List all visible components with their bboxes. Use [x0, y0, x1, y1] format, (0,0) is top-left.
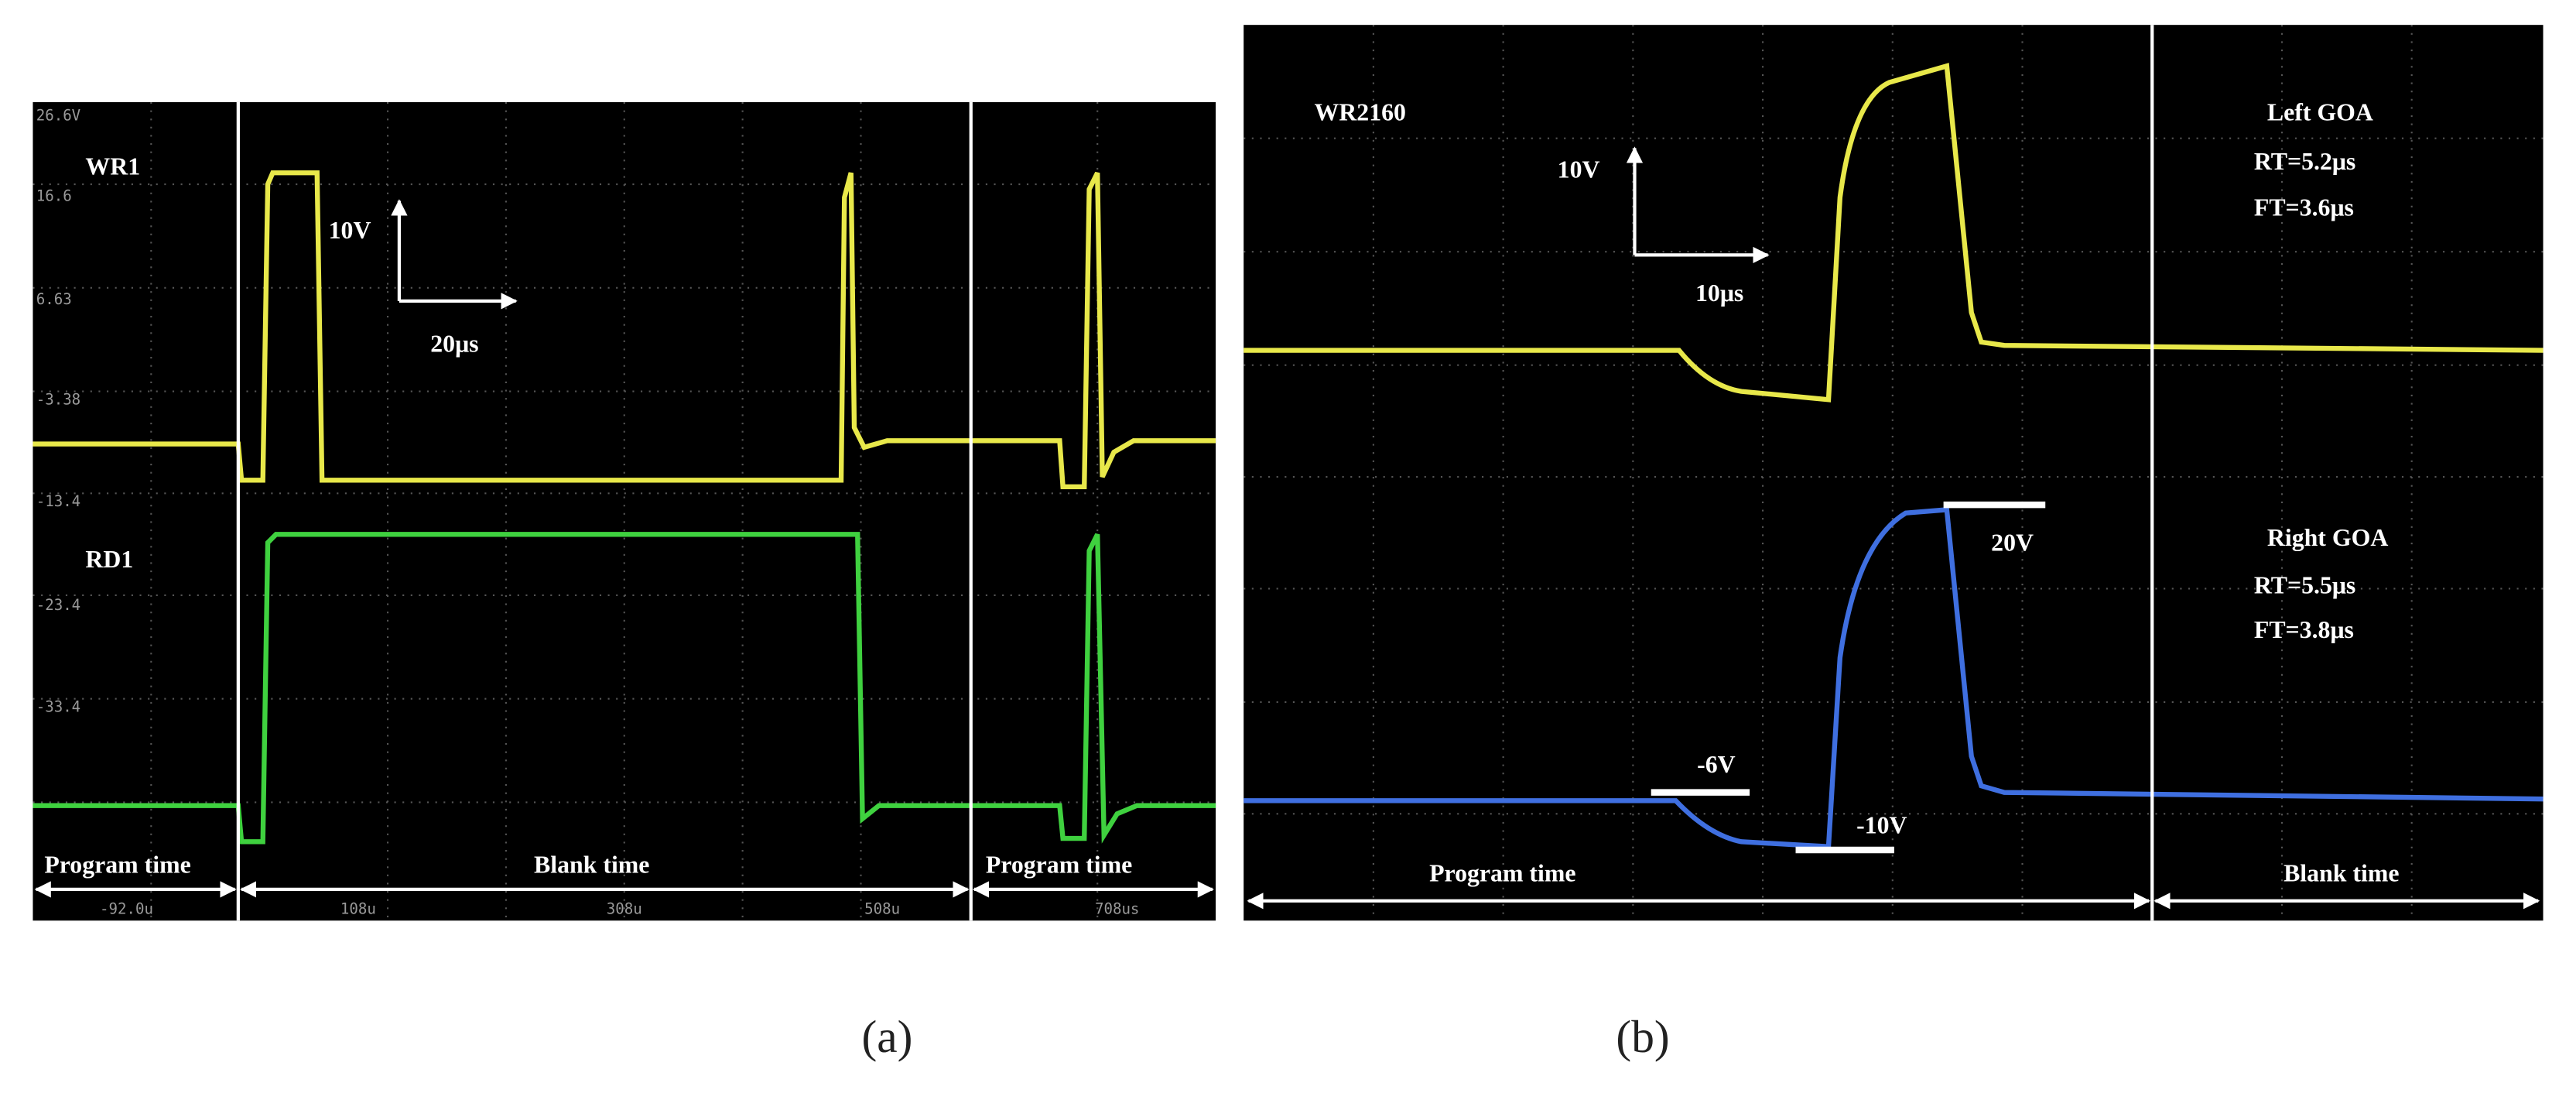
- channel-label: WR2160: [1314, 98, 1405, 125]
- y-label: 26.6V: [36, 106, 80, 124]
- y-label: -3.38: [36, 391, 80, 409]
- rise-time: RT=5.2μs: [2254, 148, 2355, 175]
- region-label: Blank time: [534, 852, 649, 879]
- caption: (a): [861, 1011, 912, 1062]
- y-label: 6.63: [36, 290, 72, 308]
- y-label: -33.4: [36, 698, 80, 716]
- panel-a: 26.6V 16.6 6.63 -3.38 -13.4 -23.4 -33.4 …: [32, 101, 1216, 1062]
- channel-label: RD1: [85, 546, 133, 573]
- x-label: 508u: [864, 900, 900, 918]
- panel-b: 20V -6V -10V WR2160 Left GOA RT=5.2μs FT…: [1244, 25, 2544, 1062]
- y-label: 16.6: [36, 187, 72, 204]
- scale-time: 10μs: [1695, 279, 1743, 307]
- caption: (b): [1616, 1011, 1669, 1062]
- rise-time: RT=5.5μs: [2254, 572, 2355, 599]
- x-label: 708us: [1095, 900, 1139, 918]
- y-label: -23.4: [36, 596, 80, 614]
- scope-screen: [32, 101, 1216, 921]
- region-label: Program time: [986, 852, 1132, 879]
- x-label: 308u: [607, 900, 642, 918]
- x-label: -92.0u: [100, 900, 153, 918]
- left-goa-trace: [1244, 63, 2544, 403]
- scale-voltage: 10V: [1558, 156, 1600, 183]
- scale-voltage: 10V: [329, 217, 371, 244]
- grid: [1244, 25, 2544, 921]
- scale-time: 20μs: [430, 331, 478, 358]
- level-label: -10V: [1856, 812, 1907, 839]
- channel-label: WR1: [85, 152, 140, 180]
- fall-time: FT=3.8μs: [2254, 616, 2354, 643]
- level-label: 20V: [1991, 529, 2034, 557]
- wr1-trace: [32, 170, 1216, 489]
- region-label: Program time: [1429, 859, 1575, 886]
- y-label: -13.4: [36, 492, 80, 510]
- level-label: -6V: [1697, 751, 1736, 778]
- goa-name: Right GOA: [2267, 524, 2389, 551]
- region-label: Program time: [44, 852, 190, 879]
- fall-time: FT=3.6μs: [2254, 194, 2354, 221]
- goa-name: Left GOA: [2267, 98, 2373, 125]
- right-goa-trace: [1244, 507, 2544, 850]
- x-label: 108u: [340, 900, 376, 918]
- region-label: Blank time: [2284, 859, 2399, 886]
